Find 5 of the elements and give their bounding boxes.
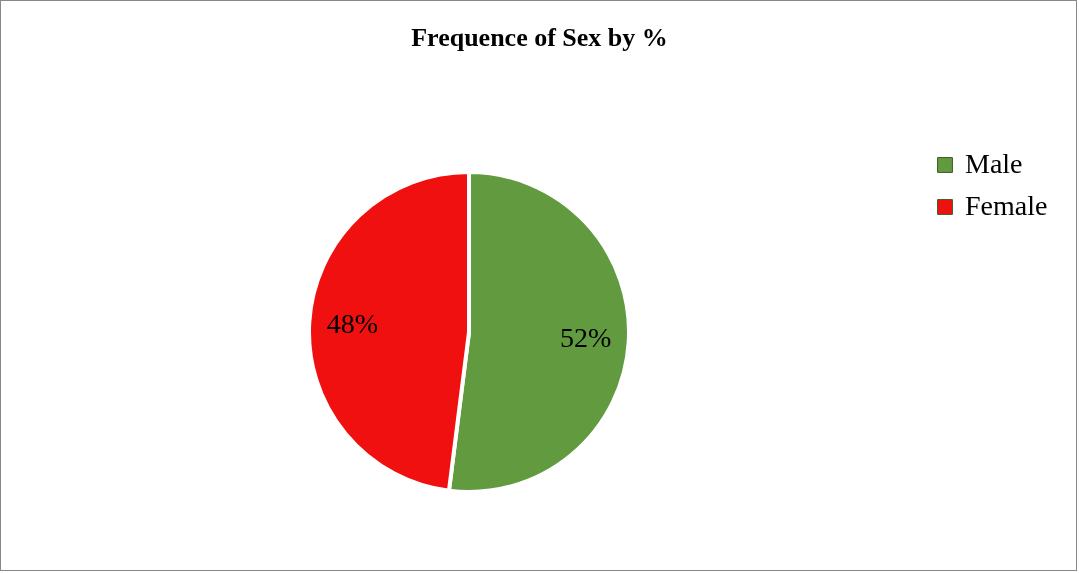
- data-label: 48%: [326, 307, 379, 339]
- legend-label: Male: [965, 148, 1023, 179]
- chart-title: Frequence of Sex by %: [411, 23, 668, 52]
- legend-label: Female: [965, 190, 1048, 221]
- data-label: 52%: [559, 322, 612, 354]
